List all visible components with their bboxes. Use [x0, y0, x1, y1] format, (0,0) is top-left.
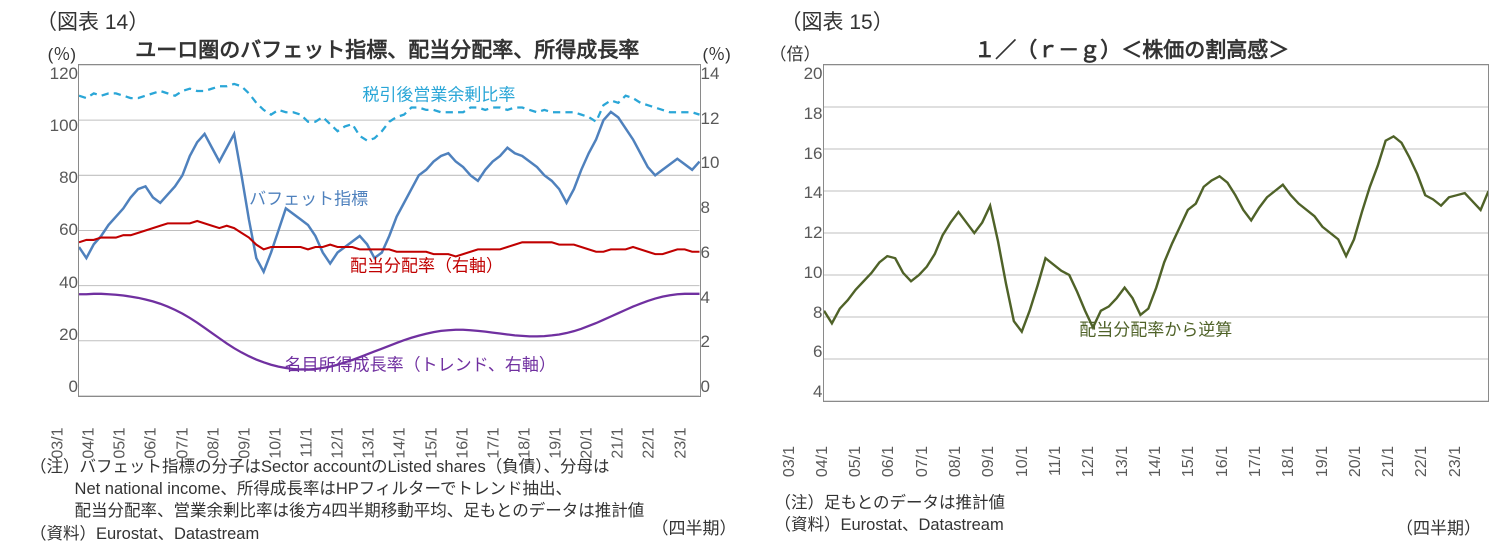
y-tick-label: 0	[701, 377, 710, 397]
x-tick-label: 06/1	[143, 427, 161, 487]
x-tick-label: 10/1	[1014, 446, 1032, 506]
y-tick-label: 14	[701, 64, 720, 84]
y-tick-label: 80	[59, 168, 78, 188]
chart-15-plot-area: 配当分配率から逆算	[823, 64, 1490, 402]
chart-14-title: ユーロ圏のバフェット指標、配当分配率、所得成長率	[30, 34, 745, 64]
y-tick-label: 8	[813, 303, 822, 323]
x-tick-label: 17/1	[1247, 446, 1265, 506]
y-tick-label: 8	[701, 198, 710, 218]
y-tick-label: 120	[50, 64, 78, 84]
y-tick-label: 6	[813, 342, 822, 362]
x-tick-label: 13/1	[1114, 446, 1132, 506]
series-label: 配当分配率（右軸）	[350, 251, 503, 276]
x-tick-label: 20/1	[579, 427, 597, 487]
x-tick-label: 23/1	[1447, 446, 1465, 506]
series-label: 名目所得成長率（トレンド、右軸）	[285, 350, 556, 375]
series-label: バフェット指標	[249, 185, 368, 210]
chart-15-y-left-unit: （倍）	[770, 40, 821, 65]
x-tick-label: 16/1	[454, 427, 472, 487]
chart-15-period-label: （四半期）	[1396, 514, 1481, 539]
chart-15-y-axis-left: （倍） 201816141210864	[775, 64, 823, 424]
x-tick-label: 19/1	[1314, 446, 1332, 506]
y-tick-label: 60	[59, 220, 78, 240]
chart-panel-15: （図表 15） １／（ｒ－ｇ）＜株価の割高感＞ （倍） 201816141210…	[775, 10, 1490, 545]
x-tick-label: 08/1	[205, 427, 223, 487]
x-tick-label: 21/1	[610, 427, 628, 487]
x-tick-label: 20/1	[1347, 446, 1365, 506]
y-tick-label: 14	[804, 183, 823, 203]
y-tick-label: 12	[701, 109, 720, 129]
chart-14-note-1: （注）バフェット指標の分子はSector accountのListed shar…	[30, 456, 745, 478]
x-tick-label: 09/1	[236, 427, 254, 487]
x-tick-label: 11/1	[1047, 446, 1065, 506]
chart-panel-14: （図表 14） ユーロ圏のバフェット指標、配当分配率、所得成長率 (％) 120…	[30, 10, 745, 545]
y-tick-label: 40	[59, 273, 78, 293]
x-tick-label: 14/1	[1147, 446, 1165, 506]
chart-14-period-label: （四半期）	[652, 514, 737, 539]
x-tick-label: 18/1	[516, 427, 534, 487]
x-tick-label: 22/1	[641, 427, 659, 487]
x-tick-label: 07/1	[914, 446, 932, 506]
y-tick-label: 4	[813, 382, 822, 402]
x-tick-label: 14/1	[392, 427, 410, 487]
y-tick-label: 20	[804, 64, 823, 84]
y-tick-label: 10	[804, 263, 823, 283]
x-tick-label: 05/1	[112, 427, 130, 487]
x-tick-label: 15/1	[1180, 446, 1198, 506]
x-tick-label: 04/1	[81, 427, 99, 487]
x-tick-label: 15/1	[423, 427, 441, 487]
chart-14-header: （図表 14）	[36, 6, 149, 36]
x-tick-label: 12/1	[330, 427, 348, 487]
x-tick-label: 07/1	[174, 427, 192, 487]
x-tick-label: 08/1	[947, 446, 965, 506]
x-tick-label: 10/1	[267, 427, 285, 487]
x-tick-label: 22/1	[1413, 446, 1431, 506]
chart-15-source: （資料）Eurostat、Datastream	[775, 514, 1490, 536]
y-tick-label: 0	[69, 377, 78, 397]
x-tick-label: 23/1	[672, 427, 690, 487]
x-tick-label: 21/1	[1380, 446, 1398, 506]
y-tick-label: 100	[50, 116, 78, 136]
x-tick-label: 03/1	[781, 446, 799, 506]
x-tick-label: 17/1	[485, 427, 503, 487]
x-tick-label: 13/1	[361, 427, 379, 487]
chart-14-y-right-unit: (％)	[703, 40, 731, 65]
y-tick-label: 12	[804, 223, 823, 243]
y-tick-label: 6	[701, 243, 710, 263]
y-tick-label: 2	[701, 332, 710, 352]
x-tick-label: 06/1	[880, 446, 898, 506]
chart-14-y-axis-left: (％) 120100806040200	[30, 64, 78, 419]
chart-15-title: １／（ｒ－ｇ）＜株価の割高感＞	[775, 34, 1490, 64]
chart-14-source: （資料）Eurostat、Datastream	[30, 523, 745, 545]
y-tick-label: 10	[701, 153, 720, 173]
y-tick-label: 18	[804, 104, 823, 124]
x-tick-label: 18/1	[1280, 446, 1298, 506]
x-tick-label: 05/1	[847, 446, 865, 506]
x-tick-label: 11/1	[298, 427, 316, 487]
x-tick-label: 12/1	[1080, 446, 1098, 506]
chart-14-x-axis: 03/104/105/106/107/108/109/110/111/112/1…	[78, 419, 701, 456]
chart-14-y-axis-right: (％) 14121086420	[701, 64, 745, 419]
chart-15-x-axis: 03/104/105/106/107/108/109/110/111/112/1…	[823, 424, 1490, 488]
y-tick-label: 16	[804, 144, 823, 164]
chart-15-header: （図表 15）	[781, 6, 894, 36]
x-tick-label: 19/1	[547, 427, 565, 487]
chart-14-footnotes: （注）バフェット指標の分子はSector accountのListed shar…	[30, 456, 745, 545]
chart-14-y-left-unit: (％)	[48, 40, 76, 65]
x-tick-label: 04/1	[814, 446, 832, 506]
y-tick-label: 20	[59, 325, 78, 345]
chart-14-note-3: 配当分配率、営業余剰比率は後方4四半期移動平均、足もとのデータは推計値	[30, 500, 745, 522]
x-tick-label: 16/1	[1214, 446, 1232, 506]
y-tick-label: 4	[701, 288, 710, 308]
series-label: 税引後営業余剰比率	[362, 81, 515, 106]
x-tick-label: 09/1	[980, 446, 998, 506]
series-label: 配当分配率から逆算	[1079, 315, 1232, 340]
chart-14-note-2: Net national income、所得成長率はHPフィルターでトレンド抽出…	[30, 478, 745, 500]
x-tick-label: 03/1	[49, 427, 67, 487]
chart-14-plot-area: 税引後営業余剰比率バフェット指標配当分配率（右軸） 名目所得成長率（トレンド、右軸…	[78, 64, 701, 397]
